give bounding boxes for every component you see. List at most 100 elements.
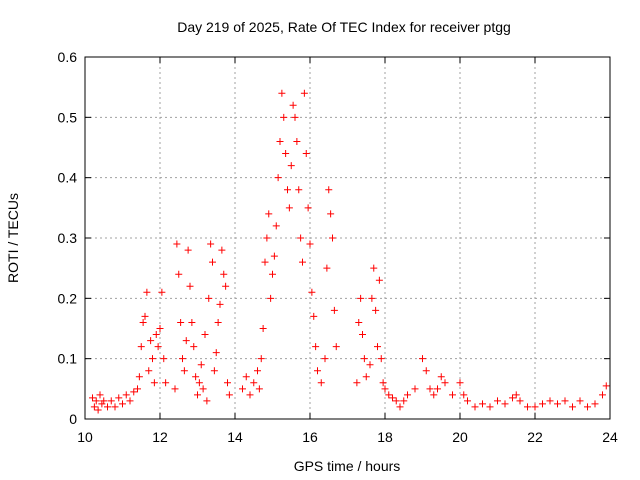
data-point bbox=[287, 162, 295, 170]
y-axis-label: ROTI / TECUs bbox=[5, 193, 21, 283]
data-point bbox=[302, 150, 310, 158]
data-point bbox=[150, 379, 158, 387]
data-point bbox=[263, 234, 271, 242]
data-point bbox=[282, 150, 290, 158]
data-point bbox=[96, 391, 104, 399]
data-point bbox=[171, 385, 179, 393]
data-point bbox=[111, 403, 119, 411]
data-point bbox=[115, 394, 123, 402]
data-point bbox=[359, 331, 366, 339]
y-tick-label: 0.6 bbox=[58, 49, 78, 65]
y-tick-label: 0.2 bbox=[58, 290, 78, 306]
data-point bbox=[160, 355, 168, 363]
x-tick-label: 20 bbox=[452, 429, 468, 445]
data-point bbox=[173, 240, 181, 248]
data-point bbox=[411, 385, 419, 393]
data-point bbox=[321, 355, 329, 363]
x-tick-label: 12 bbox=[152, 429, 168, 445]
data-point bbox=[479, 400, 486, 408]
data-point bbox=[297, 234, 305, 242]
data-point bbox=[539, 400, 546, 408]
data-point bbox=[259, 325, 267, 332]
data-point bbox=[214, 318, 222, 326]
data-point bbox=[456, 379, 464, 387]
data-point bbox=[304, 204, 312, 212]
y-tick-label: 0.4 bbox=[58, 170, 78, 186]
data-point bbox=[330, 306, 338, 314]
data-point bbox=[122, 391, 130, 399]
data-point bbox=[460, 391, 468, 399]
data-point bbox=[156, 325, 164, 332]
data-point bbox=[203, 397, 211, 405]
data-point bbox=[145, 367, 153, 375]
data-point bbox=[210, 367, 218, 375]
data-point bbox=[195, 379, 203, 387]
data-point bbox=[569, 403, 576, 411]
data-point bbox=[362, 373, 370, 381]
data-point bbox=[561, 397, 569, 405]
y-tick-label: 0.3 bbox=[58, 230, 78, 246]
data-point bbox=[284, 186, 291, 194]
data-point bbox=[584, 403, 591, 411]
y-tick-label: 0.5 bbox=[58, 109, 78, 125]
data-point bbox=[184, 246, 192, 254]
data-point bbox=[329, 234, 336, 242]
data-point bbox=[449, 391, 456, 399]
data-point bbox=[509, 394, 516, 402]
chart-title: Day 219 of 2025, Rate Of TEC Index for r… bbox=[177, 19, 511, 35]
data-point bbox=[377, 355, 385, 363]
data-point bbox=[177, 318, 185, 326]
data-point bbox=[512, 391, 520, 399]
data-point bbox=[392, 397, 400, 405]
data-point bbox=[366, 361, 374, 369]
data-point bbox=[276, 137, 284, 145]
data-point bbox=[175, 270, 183, 278]
data-point bbox=[404, 391, 411, 399]
data-point bbox=[130, 388, 138, 396]
data-point bbox=[89, 394, 96, 402]
data-point bbox=[546, 397, 554, 405]
data-point bbox=[291, 113, 299, 121]
data-point bbox=[152, 331, 160, 339]
data-point bbox=[501, 400, 509, 408]
data-point bbox=[437, 373, 445, 381]
data-point bbox=[199, 385, 207, 393]
data-point bbox=[147, 337, 155, 345]
data-point bbox=[516, 397, 524, 405]
data-point bbox=[90, 403, 98, 411]
data-point bbox=[293, 137, 301, 145]
data-point bbox=[374, 343, 381, 351]
data-point bbox=[190, 343, 198, 351]
data-point bbox=[360, 355, 368, 363]
data-point bbox=[317, 379, 325, 387]
data-point bbox=[357, 294, 365, 302]
data-points bbox=[89, 89, 610, 414]
data-point bbox=[242, 373, 250, 381]
data-point bbox=[212, 349, 220, 357]
data-point bbox=[267, 294, 275, 302]
data-point bbox=[272, 222, 280, 230]
data-point bbox=[400, 397, 408, 405]
data-point bbox=[355, 318, 363, 326]
data-point bbox=[179, 355, 186, 363]
data-point bbox=[255, 385, 263, 393]
data-point bbox=[261, 258, 269, 266]
data-point bbox=[368, 294, 376, 302]
data-point bbox=[300, 89, 308, 97]
data-point bbox=[119, 400, 126, 408]
data-point bbox=[486, 403, 494, 411]
data-point bbox=[246, 391, 254, 399]
data-point bbox=[372, 306, 380, 314]
data-point bbox=[194, 391, 201, 399]
data-point bbox=[134, 385, 141, 393]
data-point bbox=[524, 403, 531, 411]
data-point bbox=[434, 385, 441, 393]
data-point bbox=[314, 367, 321, 375]
data-point bbox=[375, 276, 383, 284]
data-point bbox=[201, 331, 209, 339]
data-point bbox=[471, 403, 479, 411]
data-point bbox=[192, 373, 200, 381]
data-point bbox=[494, 397, 501, 405]
data-point bbox=[299, 258, 306, 266]
